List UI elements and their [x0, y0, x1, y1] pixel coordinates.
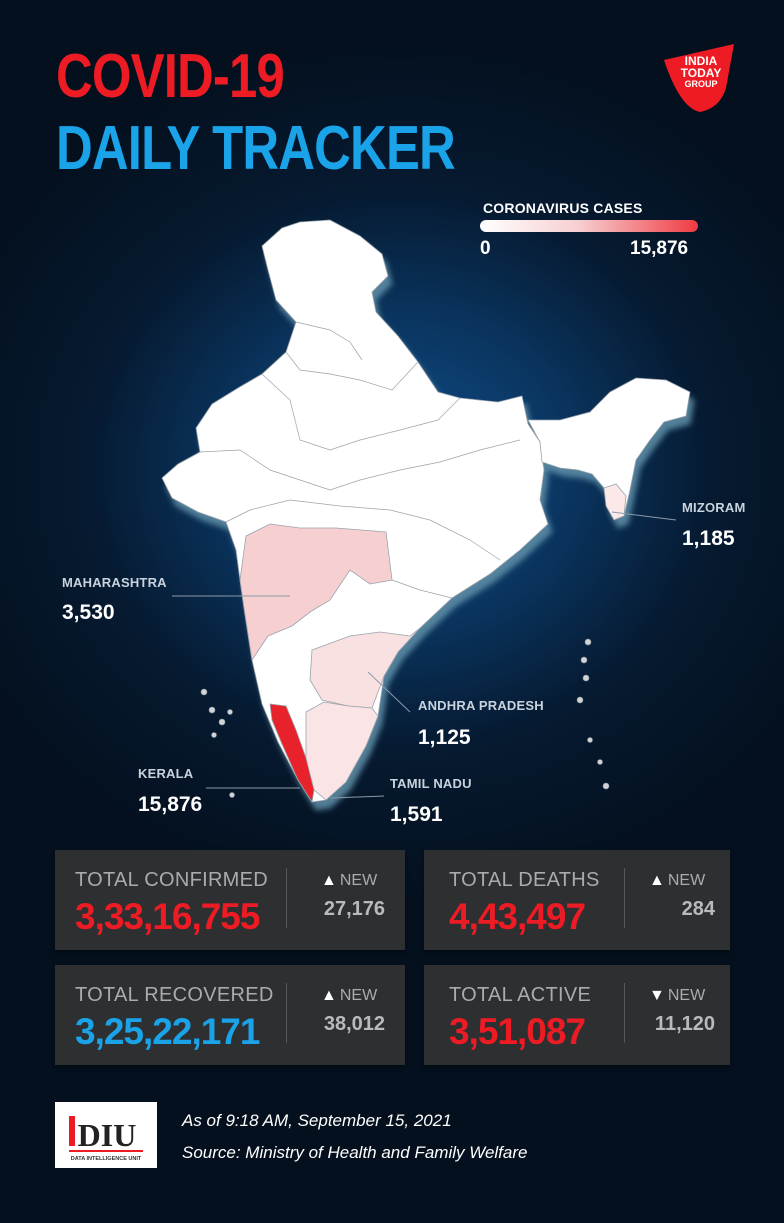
- leader-lines: [172, 511, 677, 799]
- confirmed-value: 3,33,16,755: [75, 896, 260, 937]
- up-arrow-icon: ▲: [321, 872, 337, 889]
- deaths-new-value: 284: [681, 898, 715, 920]
- up-arrow-icon: ▲: [649, 872, 665, 889]
- confirmed-new-value: 27,176: [323, 898, 385, 920]
- value-mizoram: 1,185: [682, 527, 735, 550]
- active-label: TOTAL ACTIVE: [449, 984, 592, 1006]
- logo-line3: GROUP: [684, 79, 717, 89]
- northeast-shape: [527, 377, 691, 517]
- india-today-logo: INDIA TODAY GROUP: [664, 44, 734, 112]
- card-divider: [624, 983, 625, 1043]
- confirmed-label: TOTAL CONFIRMED: [75, 869, 269, 891]
- card-divider: [286, 983, 287, 1043]
- deaths-value: 4,43,497: [449, 896, 586, 937]
- card-total-deaths: TOTAL DEATHS 4,43,497 ▲ NEW 284: [424, 850, 730, 950]
- recovered-new-label: ▲ NEW: [321, 987, 378, 1004]
- active-value: 3,51,087: [449, 1011, 586, 1052]
- label-maharashtra: MAHARASHTRA: [62, 575, 167, 590]
- value-tamil-nadu: 1,591: [390, 803, 443, 826]
- active-new-value: 11,120: [654, 1013, 715, 1035]
- deaths-new-label: ▲ NEW: [649, 872, 706, 889]
- confirmed-new-label: ▲ NEW: [321, 872, 378, 889]
- value-kerala: 15,876: [138, 793, 203, 816]
- diu-subtext: DATA INTELLIGENCE UNIT: [71, 1156, 142, 1162]
- kerala-shape: [269, 703, 315, 804]
- recovered-value: 3,25,22,171: [75, 1011, 260, 1052]
- recovered-new-value: 38,012: [323, 1013, 385, 1035]
- legend-title: CORONAVIRUS CASES: [483, 200, 643, 216]
- legend-gradient: [480, 220, 698, 232]
- card-divider: [286, 868, 287, 928]
- title-covid19: COVID-19: [56, 42, 285, 111]
- tamilnadu-shape: [305, 701, 379, 801]
- timestamp: As of 9:18 AM, September 15, 2021: [182, 1111, 452, 1130]
- source-note: Source: Ministry of Health and Family We…: [182, 1143, 528, 1162]
- legend-max: 15,876: [630, 238, 689, 259]
- legend-min: 0: [480, 238, 491, 259]
- card-total-active: TOTAL ACTIVE 3,51,087 ▼ NEW 11,120: [424, 965, 730, 1065]
- recovered-label: TOTAL RECOVERED: [75, 984, 274, 1006]
- label-tamil-nadu: TAMIL NADU: [390, 776, 472, 791]
- label-kerala: KERALA: [138, 766, 194, 781]
- andhra-shape: [309, 627, 421, 709]
- deaths-label: TOTAL DEATHS: [449, 869, 600, 891]
- diu-logo: DIU DATA INTELLIGENCE UNIT: [55, 1102, 157, 1168]
- maharashtra-shape: [239, 523, 393, 662]
- card-divider: [624, 868, 625, 928]
- mizoram-shape: [603, 483, 627, 521]
- diu-text: DIU: [78, 1117, 137, 1153]
- logo-line1: INDIA: [685, 54, 718, 68]
- title-daily-tracker: DAILY TRACKER: [56, 114, 456, 183]
- label-mizoram: MIZORAM: [682, 500, 746, 515]
- down-arrow-icon: ▼: [649, 987, 665, 1004]
- state-borders: [199, 321, 521, 599]
- card-total-confirmed: TOTAL CONFIRMED 3,33,16,755 ▲ NEW 27,176: [55, 850, 405, 950]
- card-total-recovered: TOTAL RECOVERED 3,25,22,171 ▲ NEW 38,012: [55, 965, 405, 1065]
- active-new-label: ▼ NEW: [649, 987, 706, 1004]
- logo-line2: TODAY: [681, 66, 722, 80]
- up-arrow-icon: ▲: [321, 987, 337, 1004]
- value-maharashtra: 3,530: [62, 601, 115, 624]
- label-andhra-pradesh: ANDHRA PRADESH: [418, 698, 544, 713]
- india-map: [161, 219, 691, 804]
- islands: [200, 638, 610, 798]
- value-andhra-pradesh: 1,125: [418, 726, 471, 749]
